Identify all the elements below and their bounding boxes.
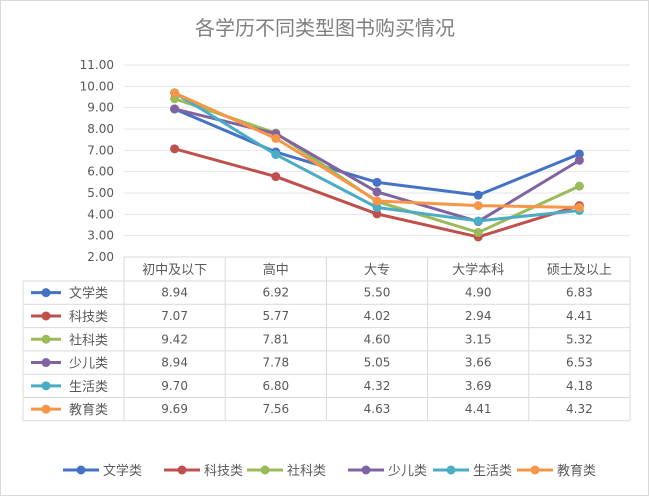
y-tick-label: 11.00: [80, 58, 114, 72]
legend-label: 文学类: [103, 463, 142, 479]
legend-key-marker: [177, 465, 187, 475]
table-cell-value: 6.92: [262, 286, 289, 300]
table-series-name: 生活类: [69, 380, 108, 395]
table-cell-value: 4.63: [364, 402, 391, 416]
table-cell-value: 7.07: [161, 309, 188, 323]
data-point: [372, 196, 382, 206]
table-cell-value: 6.83: [566, 286, 593, 300]
legend-label: 科技类: [204, 464, 243, 479]
legend-key-marker: [361, 465, 371, 475]
category-label: 高中: [263, 262, 289, 278]
data-point: [372, 203, 382, 213]
table-cell-value: 4.60: [364, 332, 391, 346]
table-cell-value: 5.50: [364, 286, 391, 300]
y-tick-label: 9.00: [87, 101, 114, 115]
table-cell-value: 6.80: [262, 379, 289, 393]
table-cell-value: 7.81: [262, 332, 289, 346]
table-cell-value: 9.70: [161, 379, 188, 393]
category-label: 大专: [364, 263, 390, 278]
table-cell-value: 3.66: [465, 356, 492, 370]
legend-label: 少儿类: [388, 464, 427, 479]
data-point: [271, 172, 281, 182]
y-tick-label: 4.00: [87, 207, 114, 221]
table-series-name: 少儿类: [69, 357, 108, 372]
legend-label: 社科类: [287, 463, 326, 479]
y-tick-label: 3.00: [87, 229, 114, 243]
table-series-key-marker: [41, 404, 51, 414]
data-point: [473, 216, 483, 226]
table-cell-value: 4.02: [364, 309, 391, 323]
y-tick-label: 8.00: [87, 122, 114, 136]
y-tick-label: 10.00: [80, 79, 114, 93]
legend-key-marker: [530, 465, 540, 475]
series-lines: [170, 88, 584, 242]
data-point: [473, 201, 483, 211]
data-point: [372, 209, 382, 219]
data-point: [473, 190, 483, 200]
table-series-name: 教育类: [69, 402, 108, 418]
table-series-key-marker: [41, 288, 51, 298]
table-series-key-marker: [41, 311, 51, 321]
data-point: [574, 155, 584, 165]
legend-key-marker: [260, 465, 270, 475]
table-cell-value: 7.78: [262, 356, 289, 370]
table-cell-value: 4.41: [566, 309, 593, 323]
table-cell-value: 6.53: [566, 356, 593, 370]
data-point: [170, 104, 180, 114]
table-series-name: 社科类: [69, 332, 108, 348]
legend-label: 教育类: [557, 463, 596, 479]
y-tick-label: 7.00: [87, 143, 114, 157]
table-cell-value: 4.41: [465, 402, 492, 416]
table-series-name: 科技类: [69, 310, 108, 325]
data-point: [271, 150, 281, 160]
data-point: [170, 144, 180, 154]
table-cell-value: 4.90: [465, 286, 492, 300]
table-cell-value: 5.32: [566, 332, 593, 346]
y-tick-label: 5.00: [87, 186, 114, 200]
data-point: [372, 177, 382, 187]
table-series-name: 文学类: [69, 286, 108, 302]
data-point: [372, 187, 382, 197]
table-cell-value: 7.56: [262, 402, 289, 416]
y-tick-label: 2.00: [87, 250, 114, 264]
data-point: [574, 203, 584, 213]
legend-key-marker: [76, 465, 86, 475]
data-point: [473, 227, 483, 237]
table-cell-value: 9.69: [161, 402, 188, 416]
table-cell-value: 8.94: [161, 356, 188, 370]
table-cell-value: 3.15: [465, 332, 492, 346]
table-cell-value: 2.94: [465, 309, 492, 323]
data-point: [574, 149, 584, 159]
data-point: [574, 181, 584, 191]
legend-label: 生活类: [473, 464, 512, 479]
table-cell-value: 3.69: [465, 379, 492, 393]
gridlines: [124, 64, 630, 258]
table-series-key-marker: [41, 334, 51, 344]
category-label: 初中及以下: [142, 263, 207, 278]
y-axis-ticks: 11.00 10.00 9.00 8.00 7.00 6.00 5.00 4.00 3.00 2.…: [80, 58, 114, 264]
y-tick-label: 6.00: [87, 165, 114, 179]
table-cell-value: 8.94: [161, 286, 188, 300]
table-cell-value: 5.77: [262, 309, 289, 323]
data-point: [271, 133, 281, 143]
table-cell-value: 4.32: [566, 402, 593, 416]
category-label: 硕士及以上: [547, 263, 612, 278]
legend-key-marker: [446, 465, 456, 475]
table-cell-value: 4.18: [566, 379, 593, 393]
table-cell-value: 5.05: [364, 356, 391, 370]
data-point: [170, 88, 180, 98]
legend: 文学类 科技类 社科类 少儿类 生活类 教育类: [63, 463, 596, 479]
table-series-key-marker: [41, 358, 51, 368]
table-cell-value: 4.32: [364, 379, 391, 393]
chart-title: 各学历不同类型图书购买情况: [195, 16, 455, 40]
category-label: 大学本科: [452, 262, 504, 278]
table-cell-value: 9.42: [161, 332, 188, 346]
table-series-key-marker: [41, 381, 51, 391]
